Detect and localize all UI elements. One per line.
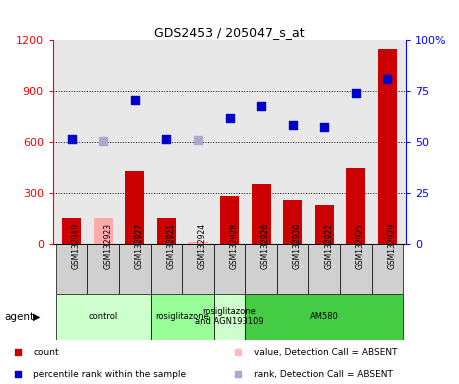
Title: GDS2453 / 205047_s_at: GDS2453 / 205047_s_at bbox=[154, 26, 305, 39]
Bar bbox=[214, 244, 245, 294]
Text: GSM132919: GSM132919 bbox=[72, 223, 81, 270]
Bar bbox=[346, 167, 365, 244]
Text: GSM132928: GSM132928 bbox=[230, 223, 239, 269]
Point bbox=[384, 76, 391, 83]
Bar bbox=[182, 244, 214, 294]
Point bbox=[14, 349, 22, 355]
Point bbox=[194, 137, 202, 144]
Bar bbox=[220, 196, 239, 244]
Text: rank, Detection Call = ABSENT: rank, Detection Call = ABSENT bbox=[254, 370, 392, 379]
Bar bbox=[308, 244, 340, 294]
Bar bbox=[189, 242, 207, 244]
Text: GSM132924: GSM132924 bbox=[198, 223, 207, 270]
Text: agent: agent bbox=[5, 312, 35, 322]
Bar bbox=[214, 294, 245, 340]
Text: GSM132925: GSM132925 bbox=[356, 223, 365, 270]
Bar bbox=[119, 244, 151, 294]
Bar bbox=[56, 244, 88, 294]
Text: AM580: AM580 bbox=[310, 312, 339, 321]
Text: value, Detection Call = ABSENT: value, Detection Call = ABSENT bbox=[254, 348, 397, 357]
Bar bbox=[371, 244, 403, 294]
Bar bbox=[88, 244, 119, 294]
Bar bbox=[151, 244, 182, 294]
Point bbox=[257, 103, 265, 109]
Text: GSM132927: GSM132927 bbox=[135, 223, 144, 270]
Text: rosiglitazone: rosiglitazone bbox=[155, 312, 209, 321]
Point bbox=[14, 371, 22, 377]
Text: GSM132926: GSM132926 bbox=[261, 223, 270, 270]
Bar bbox=[252, 184, 270, 244]
Bar bbox=[125, 171, 144, 244]
Point bbox=[163, 136, 170, 142]
Bar bbox=[283, 200, 302, 244]
Point bbox=[352, 90, 359, 96]
Bar bbox=[245, 294, 403, 340]
Bar bbox=[245, 244, 277, 294]
Text: control: control bbox=[89, 312, 118, 321]
Text: GSM132922: GSM132922 bbox=[324, 223, 333, 269]
Point bbox=[100, 138, 107, 144]
Text: count: count bbox=[34, 348, 59, 357]
Text: rosiglitazone
and AGN193109: rosiglitazone and AGN193109 bbox=[195, 307, 264, 326]
Point bbox=[289, 122, 297, 128]
Bar bbox=[94, 218, 113, 244]
Text: GSM132929: GSM132929 bbox=[387, 223, 396, 270]
Text: GSM132923: GSM132923 bbox=[103, 223, 112, 270]
Point bbox=[226, 115, 233, 121]
Bar bbox=[378, 49, 397, 244]
Bar bbox=[56, 294, 151, 340]
Text: percentile rank within the sample: percentile rank within the sample bbox=[34, 370, 186, 379]
Text: GSM132930: GSM132930 bbox=[293, 223, 302, 270]
Bar bbox=[340, 244, 371, 294]
Point bbox=[131, 97, 139, 103]
Text: GSM132921: GSM132921 bbox=[166, 223, 175, 269]
Bar bbox=[315, 205, 334, 244]
Text: ▶: ▶ bbox=[33, 312, 40, 322]
Bar bbox=[277, 244, 308, 294]
Point bbox=[235, 349, 242, 355]
Bar bbox=[157, 218, 176, 244]
Point bbox=[68, 136, 75, 142]
Point bbox=[320, 124, 328, 130]
Point bbox=[235, 371, 242, 377]
Bar bbox=[62, 218, 81, 244]
Bar bbox=[151, 294, 214, 340]
